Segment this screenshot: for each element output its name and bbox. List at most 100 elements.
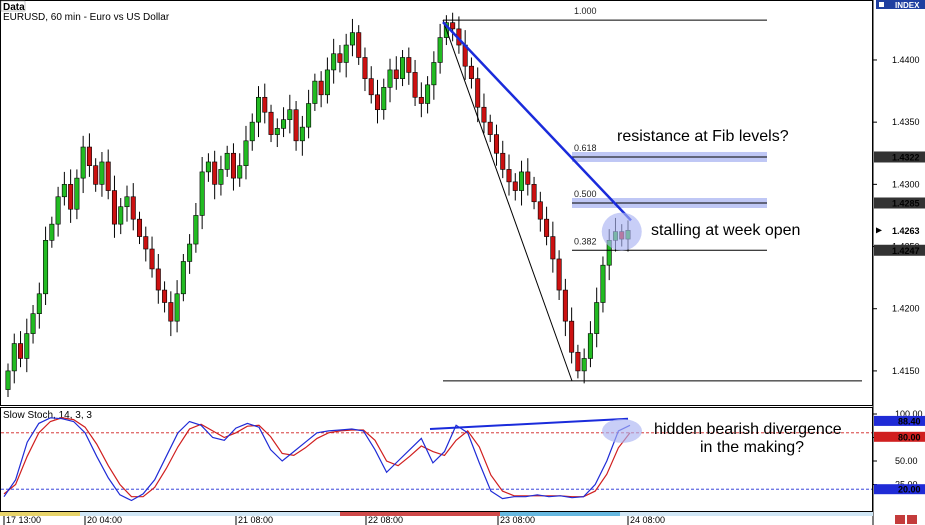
candle	[43, 226, 49, 305]
candle	[99, 152, 105, 197]
divergence-highlight	[602, 418, 642, 443]
candle	[575, 344, 581, 379]
candle	[199, 156, 205, 230]
stoch-d-line	[3, 417, 631, 498]
candle	[587, 321, 593, 368]
candle	[400, 50, 406, 87]
candle	[105, 149, 111, 200]
divergence-line	[429, 417, 629, 431]
candle	[86, 133, 92, 177]
candle	[425, 76, 431, 114]
candle	[118, 198, 124, 235]
stall-highlight	[601, 212, 642, 251]
candle	[519, 160, 525, 206]
stoch-tick-label: 50.00	[895, 456, 918, 466]
candle	[180, 253, 186, 302]
annotation-resistance: resistance at Fib levels?	[617, 128, 789, 145]
x-tick-label: 23 08:00	[500, 515, 535, 525]
candle	[262, 83, 268, 124]
candle	[418, 82, 424, 118]
stoch-lines	[1, 417, 872, 502]
candle	[318, 71, 324, 108]
candle	[293, 101, 299, 151]
candle	[600, 256, 606, 313]
candle	[437, 23, 443, 74]
candle	[74, 169, 80, 220]
price-tick-label: 1.4400	[892, 55, 920, 65]
candle	[281, 107, 287, 138]
stoch-value-label: 80.00	[898, 432, 921, 442]
candle	[531, 176, 537, 210]
candle	[299, 115, 305, 156]
x-tick-label: 22 08:00	[368, 515, 403, 525]
candle	[356, 25, 362, 65]
stoch-tick-label: 100.00	[895, 409, 923, 419]
price-tag-label: 1.4263	[892, 226, 920, 236]
candle	[562, 278, 568, 337]
current-price-tag: 1.4263	[874, 224, 925, 236]
candle	[256, 86, 262, 138]
trendline	[442, 21, 632, 222]
candle	[18, 331, 24, 368]
price-tags: 1.4322 1.4285 1.4263 1.4247	[874, 151, 925, 256]
candle	[80, 135, 86, 194]
candle	[149, 236, 155, 278]
candle	[36, 282, 42, 329]
stoch-value-tag: 88.40	[874, 415, 925, 426]
candle	[162, 281, 168, 313]
candle	[481, 93, 487, 134]
candle	[137, 211, 143, 245]
candles	[5, 12, 631, 398]
candle	[374, 79, 380, 124]
candle	[205, 153, 211, 182]
candle	[493, 124, 499, 166]
data-label-box	[0, 0, 26, 12]
candle	[287, 94, 293, 134]
candle	[193, 203, 199, 253]
candle	[556, 250, 562, 301]
candle	[93, 158, 99, 192]
candle	[306, 89, 312, 139]
price-tag: 1.4322	[874, 151, 925, 163]
stoch-title: Slow Stoch, 14, 3, 3	[3, 410, 92, 421]
candle	[168, 291, 174, 337]
index-label: INDEX	[895, 1, 920, 10]
candle	[61, 171, 67, 206]
stoch-value-label: 88.40	[898, 416, 921, 426]
nav-buttons[interactable]	[895, 515, 917, 524]
chart-title: EURUSD, 60 min - Euro vs US Dollar	[3, 12, 170, 23]
stoch-value-tag: 80.00	[874, 431, 925, 442]
candle	[487, 114, 493, 143]
candle	[124, 185, 130, 222]
candle	[569, 307, 575, 364]
candle	[274, 118, 280, 148]
candle	[187, 234, 193, 274]
candle	[331, 38, 337, 84]
price-tick-label: 1.4300	[892, 179, 920, 189]
candle	[155, 253, 161, 304]
candle	[324, 57, 330, 104]
fib-label: 0.618	[574, 143, 597, 153]
candle	[49, 216, 55, 248]
candle	[268, 104, 274, 143]
fib-label: 0.382	[574, 236, 597, 246]
candle	[5, 363, 11, 398]
index-badge[interactable]: INDEX	[876, 0, 925, 10]
candle	[143, 226, 149, 262]
price-tag-label: 1.4322	[892, 152, 920, 162]
annotation-divergence-2: in the making?	[700, 439, 804, 456]
candle	[431, 51, 437, 100]
x-tick-label: 24 08:00	[630, 515, 665, 525]
price-tag: 1.4247	[874, 244, 925, 256]
candle	[237, 153, 243, 187]
swing-line	[442, 20, 573, 382]
candle	[475, 67, 481, 123]
candle	[368, 66, 374, 104]
candle	[362, 47, 368, 92]
candle	[468, 57, 474, 89]
candle	[312, 73, 318, 111]
candle	[544, 206, 550, 246]
candle	[381, 78, 387, 120]
